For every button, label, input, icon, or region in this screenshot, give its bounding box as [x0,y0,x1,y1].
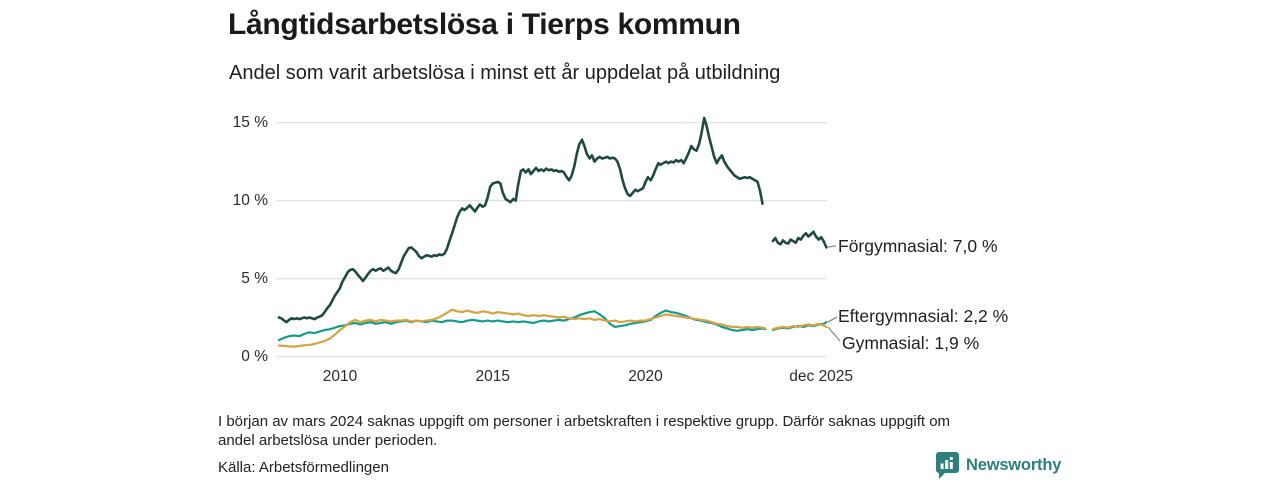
label-leader-line [827,245,837,248]
x-axis-tick-dec-2025: dec 2025 [789,368,854,385]
series-line-gymnasial [277,308,767,348]
label-leader-line [827,316,838,323]
page-title: Långtidsarbetslösa i Tierps kommun [228,8,741,41]
y-axis-tick-10: 10 % [232,191,268,209]
series-line-förgymnasial [277,116,764,324]
page-subtitle: Andel som varit arbetslösa i minst ett å… [229,62,781,84]
series-line-eftergymnasial [277,309,767,342]
series-label-gymnasial: Gymnasial: 1,9 % [842,333,980,353]
x-axis-tick-2015: 2015 [475,368,510,385]
y-axis-tick-0: 0 % [241,347,268,365]
series-label-eftergymnasial: Eftergymnasial: 2,2 % [838,306,1009,326]
y-axis-tick-5: 5 % [241,269,268,287]
footnote-line-2: andel arbetslösa under perioden. [218,432,438,449]
label-leader-line [827,326,841,342]
newsworthy-branding: Newsworthy [936,452,1061,479]
newsworthy-logo-icon [936,452,959,479]
footnote-line-1: I början av mars 2024 saknas uppgift om … [218,413,951,430]
series-line-gymnasial [771,322,828,331]
series-label-förgymnasial: Förgymnasial: 7,0 % [838,236,998,256]
x-axis-tick-2020: 2020 [628,368,663,385]
x-axis-tick-2010: 2010 [322,368,358,385]
newsworthy-logo-text: Newsworthy [966,456,1062,474]
y-axis-tick-15: 15 % [232,113,268,131]
source-attribution: Källa: Arbetsförmedlingen [218,459,389,476]
series-line-förgymnasial [771,230,828,249]
